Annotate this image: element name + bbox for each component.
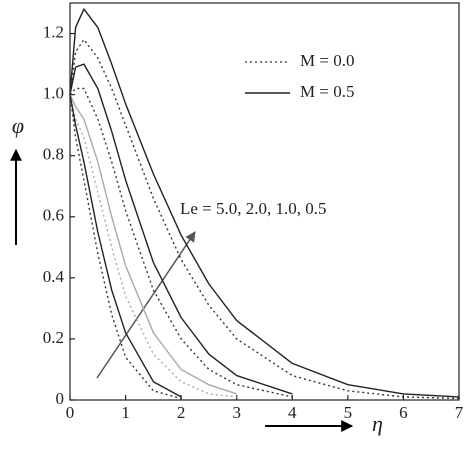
y-tick-label: 1.0 [43,84,64,103]
x-tick-label: 7 [455,403,464,422]
x-tick-label: 0 [66,403,75,422]
x-tick-label: 5 [344,403,353,422]
y-tick-label: 0 [56,389,65,408]
series-line [69,63,293,395]
series-line [69,94,182,400]
x-tick-label: 6 [399,403,408,422]
y-tick-label: 1.2 [43,22,64,41]
y-axis-label: φ [12,113,24,138]
series-line [69,94,182,398]
series-line [69,94,237,395]
x-tick-label: 4 [288,403,297,422]
annotation: Le = 5.0, 2.0, 1.0, 0.5 [180,199,327,218]
legend-label: M = 0.0 [300,51,354,70]
y-tick-label: 0.8 [43,145,64,164]
x-tick-label: 3 [232,403,241,422]
y-tick-label: 0.2 [43,328,64,347]
plot-frame [69,2,460,401]
series-line [69,87,293,398]
x-tick-label: 1 [121,403,130,422]
legend-label: M = 0.5 [300,82,354,101]
x-tick-label: 2 [177,403,186,422]
annotation-arrow [96,231,196,379]
y-tick-label: 0.4 [43,267,65,286]
x-axis-label: η [372,411,383,436]
series-line [69,94,237,398]
series-line [69,8,460,398]
y-tick-label: 0.6 [43,206,64,225]
series-line [69,38,460,400]
